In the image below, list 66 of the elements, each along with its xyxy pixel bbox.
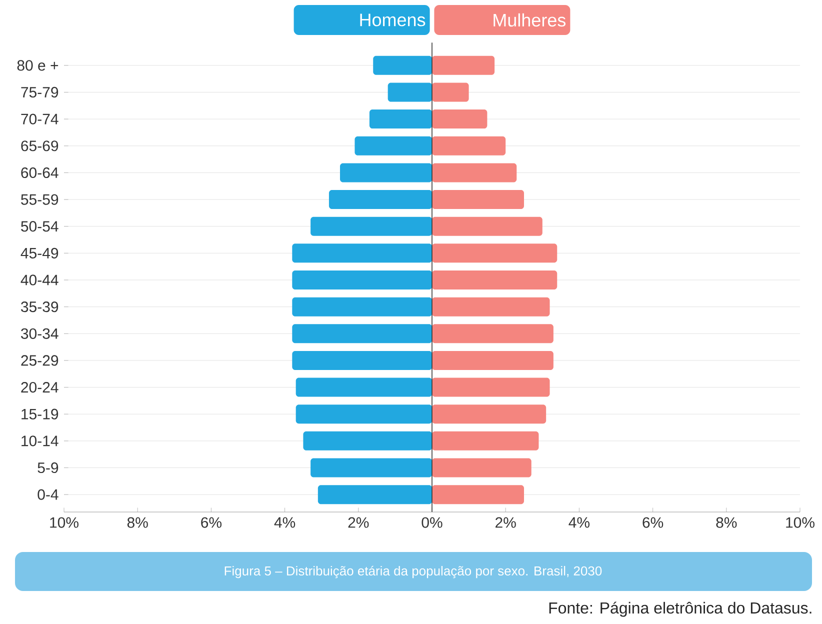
bar xyxy=(373,56,432,75)
y-tick-label: 15-19 xyxy=(22,408,58,420)
y-tick-label: 10-14 xyxy=(22,436,58,446)
bar xyxy=(310,216,432,236)
bar xyxy=(388,82,432,102)
bar xyxy=(432,270,558,290)
x-tick-label: 10% xyxy=(786,517,814,528)
bar xyxy=(369,110,432,129)
series-label: Homens xyxy=(360,14,426,26)
y-tick-label: 40-44 xyxy=(20,274,58,286)
bar xyxy=(432,378,550,397)
y-tick-label: 20-24 xyxy=(21,382,58,393)
bar xyxy=(432,485,524,504)
x-tick-label: 2% xyxy=(348,517,369,528)
bar xyxy=(303,431,432,450)
x-tick-label: 8% xyxy=(716,517,737,528)
bar xyxy=(292,244,432,263)
y-tick-label: 80 e + xyxy=(17,60,58,71)
bar xyxy=(432,404,546,424)
bar xyxy=(328,190,432,210)
bar xyxy=(432,110,488,129)
bar xyxy=(318,485,432,504)
x-tick-label: 0% xyxy=(422,517,442,528)
bar xyxy=(432,56,495,75)
bar xyxy=(292,270,432,290)
y-tick-label: 65-69 xyxy=(21,140,58,152)
bar xyxy=(292,297,432,316)
bar xyxy=(292,350,432,370)
x-tick-label: 2% xyxy=(496,517,516,528)
bar xyxy=(292,324,432,344)
x-tick-label: 4% xyxy=(568,517,590,528)
y-tick-label: 0-4 xyxy=(38,489,58,500)
x-tick-label: 8% xyxy=(127,517,148,528)
bar xyxy=(432,431,539,450)
y-tick-label: 5-9 xyxy=(38,462,58,474)
bar xyxy=(432,458,532,478)
bar xyxy=(432,244,558,263)
y-tick-label: 45-49 xyxy=(20,248,58,258)
bar xyxy=(432,136,506,156)
bar xyxy=(432,163,517,182)
y-tick-label: 55-59 xyxy=(21,194,58,205)
bar xyxy=(354,136,432,156)
x-tick-label: 6% xyxy=(642,517,664,528)
source-note: Fonte: Página eletrônica do Datasus. xyxy=(549,602,812,617)
x-tick-label: 4% xyxy=(274,517,296,528)
series-label: Mulheres xyxy=(494,13,566,27)
x-tick-label: 10% xyxy=(50,517,78,528)
bar xyxy=(340,163,432,182)
bar xyxy=(310,458,432,478)
x-tick-label: 6% xyxy=(201,517,222,528)
y-tick-label: 60-64 xyxy=(21,167,58,178)
bar xyxy=(432,190,524,210)
bar xyxy=(432,324,554,344)
bar xyxy=(432,82,469,102)
bar xyxy=(432,350,554,370)
y-tick-label: 35-39 xyxy=(21,302,58,312)
y-tick-label: 50-54 xyxy=(21,221,58,232)
bar xyxy=(432,216,542,236)
text: Figura 5 – Distribuição etária da população por sexo. Brasil, 2030 xyxy=(224,566,602,578)
bar xyxy=(296,378,432,397)
y-tick-label: 75-79 xyxy=(21,86,58,98)
y-tick-label: 25-29 xyxy=(21,355,58,366)
y-tick-label: 70-74 xyxy=(21,114,58,124)
bar xyxy=(296,404,432,424)
bar xyxy=(432,297,550,316)
y-tick-label: 30-34 xyxy=(21,328,58,339)
